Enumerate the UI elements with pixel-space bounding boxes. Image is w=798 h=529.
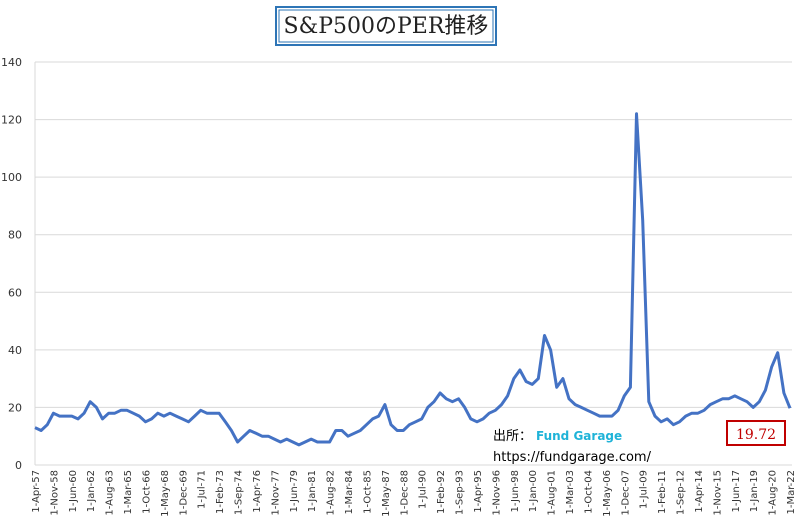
x-tick-label: 1-Apr-14 — [694, 470, 705, 513]
x-tick-label: 1-Sep-93 — [455, 470, 466, 515]
title-box-inner — [278, 9, 494, 43]
x-tick-label: 1-Oct-66 — [141, 470, 152, 514]
x-tick-label: 1-Sep-74 — [234, 470, 245, 515]
x-tick-label: 1-Oct-04 — [583, 470, 594, 514]
y-tick-label: 120 — [1, 114, 22, 127]
x-tick-label: 1-Mar-84 — [344, 470, 355, 515]
x-tick-label: 1-Dec-88 — [399, 470, 410, 516]
x-tick-label: 1-Feb-11 — [657, 470, 668, 514]
x-tick-label: 1-Apr-57 — [31, 470, 42, 513]
x-tick-label: 1-Jan-00 — [528, 470, 539, 512]
x-tick-label: 1-Jul-09 — [639, 470, 650, 509]
x-tick-label: 1-Jan-19 — [749, 470, 760, 512]
x-tick-label: 1-Aug-63 — [105, 470, 116, 516]
x-tick-label: 1-May-68 — [160, 470, 171, 517]
x-tick-label: 1-Jul-71 — [197, 470, 208, 509]
chart-title: S&P500のPER推移 — [284, 14, 489, 39]
x-tick-label: 1-Mar-65 — [123, 470, 134, 515]
x-tick-label: 1-Feb-73 — [215, 470, 226, 514]
x-tick-label: 1-Jun-17 — [731, 470, 742, 513]
x-tick-label: 1-Apr-95 — [473, 470, 484, 513]
y-tick-label: 80 — [8, 229, 22, 242]
title-box — [275, 6, 497, 46]
x-tick-label: 1-Jun-60 — [68, 470, 79, 513]
last-value-label: 19.72 — [736, 427, 776, 443]
y-tick-label: 100 — [1, 171, 22, 184]
x-tick-label: 1-Dec-69 — [178, 470, 189, 516]
x-tick-label: 1-May-87 — [381, 470, 392, 517]
x-tick-label: 1-Nov-96 — [491, 470, 502, 516]
x-tick-label: 1-Jan-81 — [307, 470, 318, 512]
y-tick-label: 140 — [1, 56, 22, 69]
x-tick-label: 1-Aug-82 — [326, 470, 337, 516]
x-tick-label: 1-Sep-12 — [676, 470, 687, 515]
source-name: Fund Garage — [536, 429, 622, 443]
y-tick-label: 60 — [8, 286, 22, 299]
x-tick-label: 1-Jun-98 — [510, 470, 521, 513]
x-tick-label: 1-Nov-15 — [712, 470, 723, 516]
x-tick-label: 1-Mar-03 — [565, 470, 576, 515]
x-tick-label: 1-Apr-76 — [252, 470, 263, 513]
x-tick-label: 1-Mar-22 — [786, 470, 797, 515]
x-tick-label: 1-Jun-79 — [289, 470, 300, 513]
x-tick-label: 1-Dec-07 — [620, 470, 631, 516]
x-tick-label: 1-Oct-85 — [362, 470, 373, 514]
source-url: https://fundgarage.com/ — [493, 450, 652, 465]
x-tick-label: 1-Aug-20 — [768, 470, 779, 516]
x-tick-label: 1-May-06 — [602, 470, 613, 517]
x-tick-label: 1-Aug-01 — [547, 470, 558, 516]
x-tick-label: 1-Feb-92 — [436, 470, 447, 514]
last-value-box — [726, 420, 786, 446]
source-label: 出所： — [493, 429, 532, 444]
x-tick-label: 1-Jan-62 — [86, 470, 97, 512]
data-line — [34, 112, 792, 447]
y-tick-label: 0 — [15, 459, 22, 472]
x-tick-label: 1-Jul-90 — [418, 470, 429, 509]
x-tick-label: 1-Nov-58 — [49, 470, 60, 516]
y-tick-label: 20 — [8, 401, 22, 414]
y-tick-label: 40 — [8, 344, 22, 357]
x-tick-label: 1-Nov-77 — [270, 470, 281, 516]
